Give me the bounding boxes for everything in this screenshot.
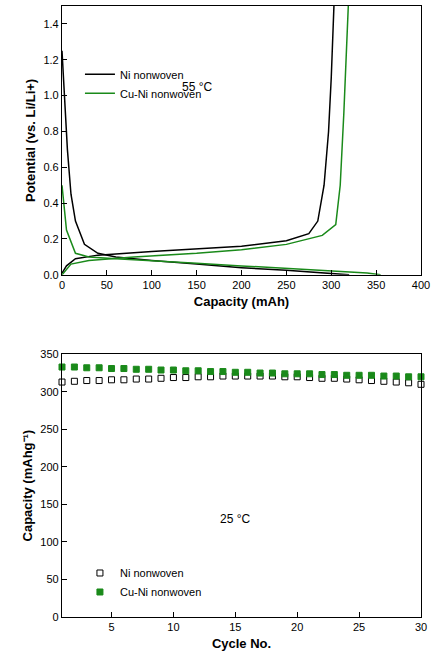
svg-text:25 °C: 25 °C xyxy=(220,512,250,526)
svg-text:250: 250 xyxy=(40,423,58,435)
svg-text:100: 100 xyxy=(143,279,161,291)
svg-text:Ni nonwoven: Ni nonwoven xyxy=(120,69,184,81)
svg-text:0.8: 0.8 xyxy=(43,125,58,137)
svg-text:25: 25 xyxy=(353,621,365,633)
svg-text:250: 250 xyxy=(277,279,295,291)
svg-text:300: 300 xyxy=(40,386,58,398)
svg-text:1.2: 1.2 xyxy=(43,54,58,66)
svg-text:50: 50 xyxy=(46,573,58,585)
svg-text:0: 0 xyxy=(59,279,65,291)
svg-text:1.0: 1.0 xyxy=(43,89,58,101)
svg-text:Capacity (mAhg⁻¹): Capacity (mAhg⁻¹) xyxy=(20,430,35,542)
svg-text:0.6: 0.6 xyxy=(43,161,58,173)
svg-text:0.2: 0.2 xyxy=(43,233,58,245)
svg-text:Cu-Ni nonwoven: Cu-Ni nonwoven xyxy=(120,88,201,100)
svg-text:150: 150 xyxy=(40,498,58,510)
svg-text:400: 400 xyxy=(412,279,430,291)
svg-text:300: 300 xyxy=(322,279,340,291)
svg-text:Capacity (mAh): Capacity (mAh) xyxy=(194,294,289,309)
svg-text:5: 5 xyxy=(108,621,114,633)
svg-text:1.4: 1.4 xyxy=(43,18,58,30)
svg-text:100: 100 xyxy=(40,536,58,548)
svg-text:15: 15 xyxy=(229,621,241,633)
svg-text:10: 10 xyxy=(167,621,179,633)
svg-text:350: 350 xyxy=(40,348,58,360)
svg-text:0.4: 0.4 xyxy=(43,197,58,209)
svg-text:350: 350 xyxy=(367,279,385,291)
svg-text:Cu-Ni nonwoven: Cu-Ni nonwoven xyxy=(120,586,201,598)
svg-text:30: 30 xyxy=(415,621,427,633)
svg-text:50: 50 xyxy=(101,279,113,291)
svg-text:200: 200 xyxy=(232,279,250,291)
svg-text:0.0: 0.0 xyxy=(43,269,58,281)
svg-text:20: 20 xyxy=(291,621,303,633)
svg-text:0: 0 xyxy=(53,611,59,623)
svg-text:Cycle No.: Cycle No. xyxy=(212,636,271,651)
svg-text:55 °C: 55 °C xyxy=(182,80,212,94)
svg-text:150: 150 xyxy=(187,279,205,291)
svg-text:Potential (vs. Li/Li+): Potential (vs. Li/Li+) xyxy=(23,79,38,202)
svg-text:200: 200 xyxy=(40,461,58,473)
svg-text:Ni nonwoven: Ni nonwoven xyxy=(120,567,184,579)
